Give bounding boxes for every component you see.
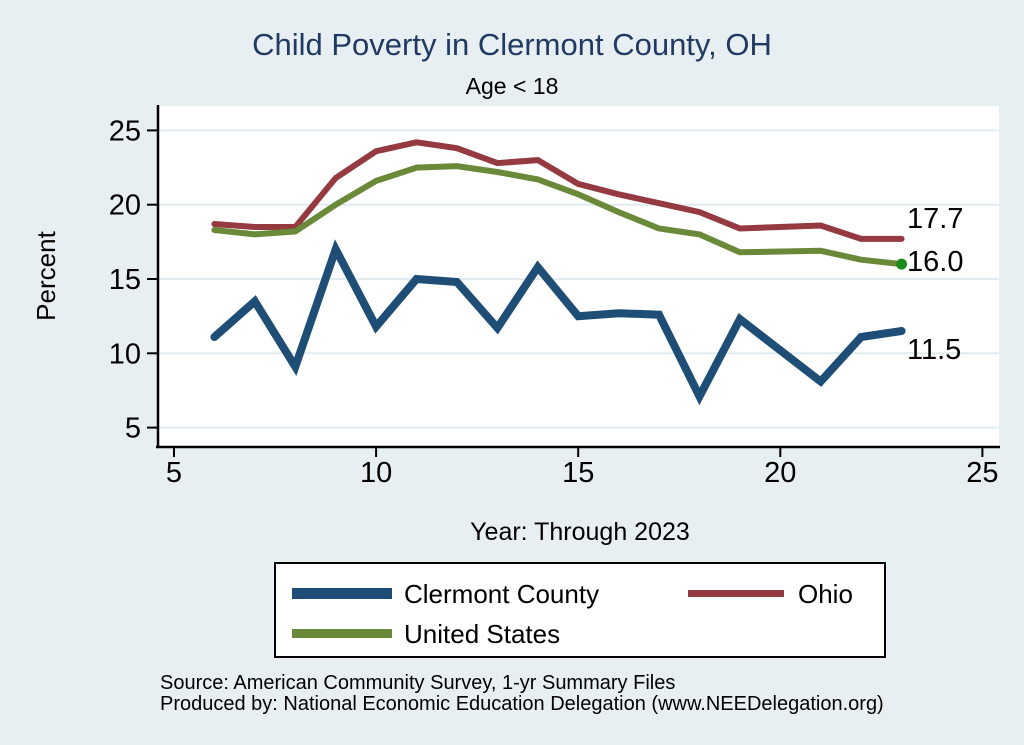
y-axis-label: Percent xyxy=(31,230,61,320)
chart-subtitle: Age < 18 xyxy=(465,73,559,99)
y-tick-label-20: 20 xyxy=(109,190,141,222)
x-tick-label-25: 25 xyxy=(966,457,998,489)
series-line-united-states xyxy=(211,163,905,268)
legend-label-clermont-county: Clermont County xyxy=(404,579,600,609)
source-line: Source: American Community Survey, 1-yr … xyxy=(160,672,676,694)
plot-area xyxy=(157,106,999,447)
legend: Clermont County Ohio United States xyxy=(274,562,886,658)
y-tick-label-10: 10 xyxy=(109,338,141,370)
x-tick-label-15: 15 xyxy=(562,457,594,489)
legend-swatch-ohio xyxy=(688,590,784,597)
x-tick-label-5: 5 xyxy=(166,457,182,489)
x-axis-label: Year: Through 2023 xyxy=(470,518,690,546)
y-tick-label-25: 25 xyxy=(109,115,141,147)
line-chart: 5 10 15 20 25 5 10 15 20 25 11.5 17.7 16.0 Percent Ye… xyxy=(31,105,1000,546)
legend-swatch-united-states xyxy=(292,629,392,638)
y-tick-label-15: 15 xyxy=(109,264,141,296)
end-label-clermont-county: 11.5 xyxy=(907,334,961,366)
produced-by-line: Produced by: National Economic Education… xyxy=(160,693,884,715)
x-tick-label-20: 20 xyxy=(764,457,796,489)
series-line-clermont-county xyxy=(210,239,906,406)
source-note: Source: American Community Survey, 1-yr … xyxy=(160,673,884,715)
legend-swatch-clermont-county xyxy=(292,588,392,599)
end-label-united-states: 16.0 xyxy=(907,246,963,278)
chart-title: Child Poverty in Clermont County, OH xyxy=(252,27,772,62)
legend-label-united-states: United States xyxy=(404,619,561,649)
end-label-ohio: 17.7 xyxy=(907,203,963,235)
x-tick-label-10: 10 xyxy=(360,457,392,489)
series-line-ohio xyxy=(211,139,905,242)
end-marker-dot-united-states xyxy=(896,258,908,270)
y-tick-label-5: 5 xyxy=(125,413,141,445)
legend-label-ohio: Ohio xyxy=(798,579,853,609)
